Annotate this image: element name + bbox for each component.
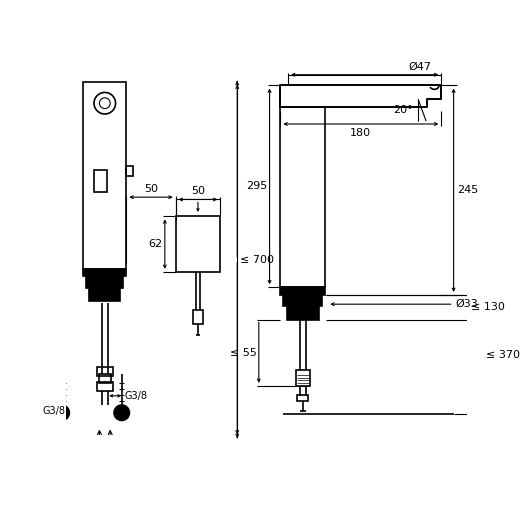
Text: ≤ 130: ≤ 130 (471, 302, 504, 312)
Bar (126, 165, 133, 176)
Bar (297, 395, 308, 401)
Text: ≤ 55: ≤ 55 (230, 348, 256, 358)
Bar (283, 294, 322, 306)
Text: 295: 295 (246, 181, 267, 191)
Bar (83, 82, 126, 269)
Bar (280, 107, 325, 287)
Bar (94, 170, 107, 192)
Bar (83, 269, 126, 277)
Polygon shape (280, 85, 441, 107)
Text: Ø33: Ø33 (455, 299, 478, 309)
Bar (99, 374, 111, 383)
Bar (97, 367, 112, 376)
Bar (280, 287, 325, 295)
Text: G3/8: G3/8 (125, 391, 148, 401)
Bar (97, 382, 112, 391)
Text: 20°: 20° (393, 105, 412, 115)
Text: Ø47: Ø47 (408, 62, 431, 72)
Circle shape (54, 405, 69, 421)
Text: G3/8: G3/8 (43, 406, 66, 416)
Text: 50: 50 (191, 186, 205, 197)
Circle shape (114, 405, 129, 421)
Text: 245: 245 (457, 185, 478, 195)
Bar (192, 310, 203, 324)
Text: ≤ 370: ≤ 370 (486, 349, 520, 360)
Text: 62: 62 (148, 239, 163, 249)
Text: 50: 50 (144, 184, 158, 194)
Bar (296, 370, 309, 386)
Bar (176, 216, 220, 272)
Bar (86, 276, 123, 288)
Bar (89, 287, 120, 301)
Text: 180: 180 (350, 128, 371, 138)
Text: ≤ 700: ≤ 700 (240, 254, 274, 265)
Bar (287, 306, 319, 320)
